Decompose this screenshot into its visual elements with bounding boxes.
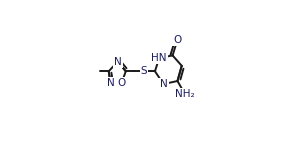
Text: N: N bbox=[160, 79, 167, 89]
Text: O: O bbox=[117, 78, 126, 88]
Text: NH₂: NH₂ bbox=[175, 89, 195, 99]
Text: HN: HN bbox=[152, 53, 167, 63]
Text: N: N bbox=[114, 57, 122, 67]
Text: O: O bbox=[173, 35, 181, 45]
Text: S: S bbox=[141, 66, 147, 76]
Text: N: N bbox=[107, 78, 114, 88]
